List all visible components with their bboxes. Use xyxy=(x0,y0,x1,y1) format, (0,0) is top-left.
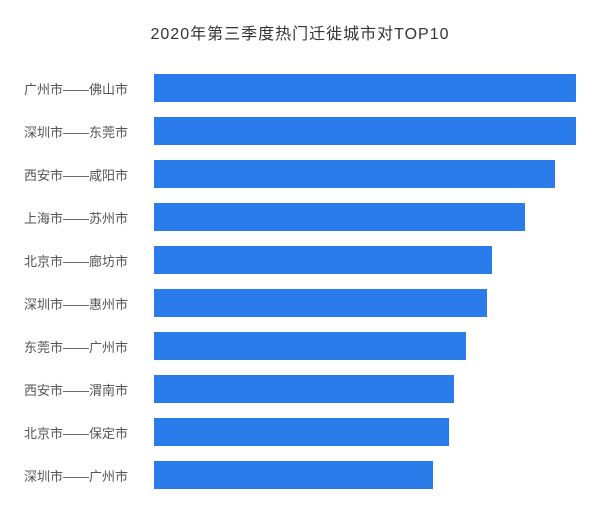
bar-track xyxy=(154,160,576,188)
bar-label: 北京市——保定市 xyxy=(24,423,154,442)
bar-fill xyxy=(154,375,454,403)
bar-track xyxy=(154,203,576,231)
bar-row: 北京市——保定市 xyxy=(24,418,576,446)
bar-label: 东莞市——广州市 xyxy=(24,337,154,356)
bar-row: 广州市——佛山市 xyxy=(24,74,576,102)
bar-fill xyxy=(154,74,576,102)
chart-area: 广州市——佛山市深圳市——东莞市西安市——咸阳市上海市——苏州市北京市——廊坊市… xyxy=(24,74,576,489)
bar-track xyxy=(154,117,576,145)
bar-row: 深圳市——惠州市 xyxy=(24,289,576,317)
bar-fill xyxy=(154,160,555,188)
bar-label: 西安市——咸阳市 xyxy=(24,165,154,184)
bar-track xyxy=(154,375,576,403)
bar-row: 上海市——苏州市 xyxy=(24,203,576,231)
bar-label: 西安市——渭南市 xyxy=(24,380,154,399)
bar-track xyxy=(154,332,576,360)
bar-track xyxy=(154,461,576,489)
bar-label: 深圳市——广州市 xyxy=(24,466,154,485)
bar-label: 广州市——佛山市 xyxy=(24,79,154,98)
bar-row: 北京市——廊坊市 xyxy=(24,246,576,274)
bar-fill xyxy=(154,332,466,360)
bar-row: 深圳市——广州市 xyxy=(24,461,576,489)
bar-fill xyxy=(154,418,449,446)
bar-label: 深圳市——惠州市 xyxy=(24,294,154,313)
bar-fill xyxy=(154,246,492,274)
bar-label: 北京市——廊坊市 xyxy=(24,251,154,270)
bar-label: 上海市——苏州市 xyxy=(24,208,154,227)
bar-track xyxy=(154,289,576,317)
bar-fill xyxy=(154,289,487,317)
bar-fill xyxy=(154,461,433,489)
chart-title: 2020年第三季度热门迁徙城市对TOP10 xyxy=(24,20,576,44)
bar-fill xyxy=(154,117,576,145)
bar-row: 西安市——咸阳市 xyxy=(24,160,576,188)
bar-label: 深圳市——东莞市 xyxy=(24,122,154,141)
bar-row: 东莞市——广州市 xyxy=(24,332,576,360)
bar-track xyxy=(154,418,576,446)
bar-fill xyxy=(154,203,525,231)
bar-row: 深圳市——东莞市 xyxy=(24,117,576,145)
bar-track xyxy=(154,74,576,102)
bar-row: 西安市——渭南市 xyxy=(24,375,576,403)
bar-track xyxy=(154,246,576,274)
